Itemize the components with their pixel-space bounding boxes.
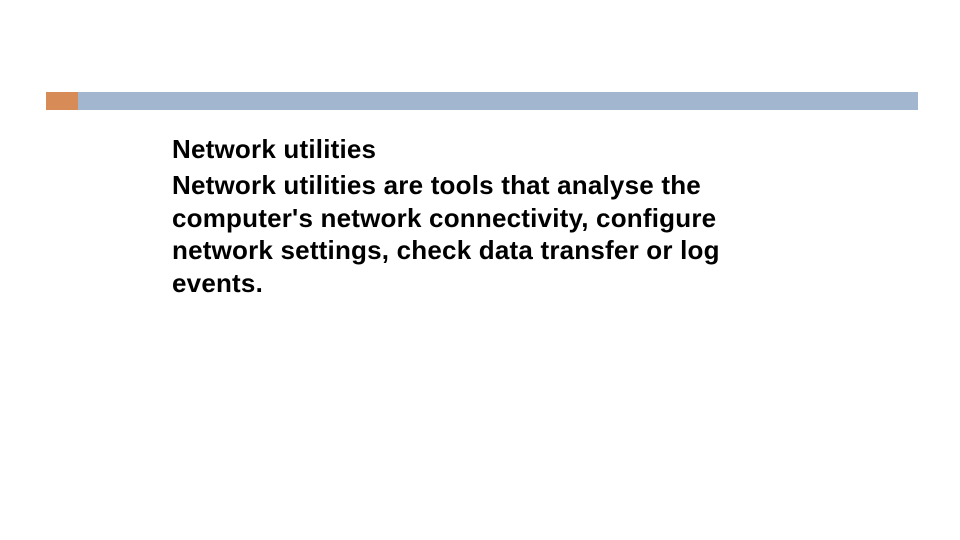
body-text: Network utilities are tools that analyse… [172, 169, 800, 299]
content-area: Network utilities Network utilities are … [172, 134, 800, 299]
accent-block [46, 92, 78, 110]
header-bar [46, 92, 918, 110]
slide: Network utilities Network utilities are … [0, 0, 960, 540]
heading-text: Network utilities [172, 134, 800, 165]
